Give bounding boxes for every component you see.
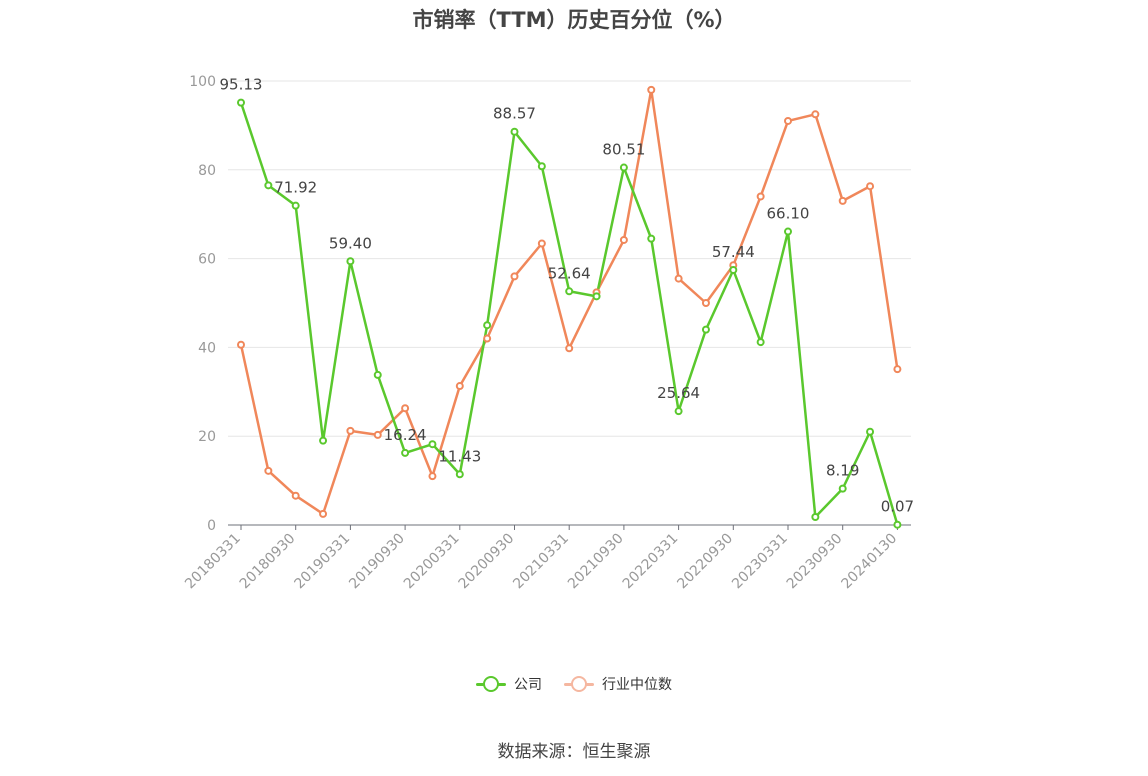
data-point-company[interactable] xyxy=(428,440,437,449)
data-point-industry[interactable] xyxy=(455,382,464,391)
data-point-industry[interactable] xyxy=(537,239,546,248)
x-tick-label: 20220331 xyxy=(620,531,682,593)
legend-label-company: 公司 xyxy=(514,677,542,693)
x-tick-label: 20240130 xyxy=(839,531,901,593)
data-label: 88.57 xyxy=(493,105,536,123)
chart-title: 市销率（TTM）历史百分位（%） xyxy=(412,8,736,32)
data-point-industry[interactable] xyxy=(893,365,902,374)
data-point-company[interactable] xyxy=(483,321,492,330)
data-point-company[interactable] xyxy=(346,257,355,266)
y-tick-label: 100 xyxy=(189,74,216,90)
y-tick-label: 20 xyxy=(198,429,216,445)
data-point-industry[interactable] xyxy=(483,334,492,343)
data-point-company[interactable] xyxy=(592,292,601,301)
data-point-industry[interactable] xyxy=(784,116,792,125)
data-label: 95.13 xyxy=(220,76,263,94)
data-label: 0.07 xyxy=(881,498,914,516)
x-tick-label: 20230331 xyxy=(729,531,791,593)
data-point-company[interactable] xyxy=(291,201,300,210)
legend-item-industry[interactable]: 行业中位数 xyxy=(564,674,672,694)
x-tick-label: 20230930 xyxy=(784,531,846,593)
data-point-industry[interactable] xyxy=(319,509,328,518)
data-points xyxy=(237,85,902,529)
data-label: 52.64 xyxy=(548,264,591,282)
data-point-company[interactable] xyxy=(373,370,382,379)
y-tick-label: 60 xyxy=(198,252,216,268)
data-point-industry[interactable] xyxy=(701,299,710,307)
x-tick-label: 20220930 xyxy=(674,531,736,593)
data-point-company[interactable] xyxy=(619,163,628,172)
data-point-company[interactable] xyxy=(237,98,245,107)
series-lines xyxy=(239,88,899,526)
x-tick-label: 20180930 xyxy=(237,531,299,593)
x-tick-label: 20180331 xyxy=(182,531,244,593)
data-point-company[interactable] xyxy=(784,227,792,236)
data-point-company[interactable] xyxy=(838,484,847,493)
legend: 公司 行业中位数 xyxy=(0,674,1148,694)
data-point-company[interactable] xyxy=(756,338,765,347)
data-label: 8.19 xyxy=(826,462,859,480)
data-point-industry[interactable] xyxy=(811,110,820,119)
x-tick-label: 20200930 xyxy=(456,531,518,593)
data-point-company[interactable] xyxy=(264,181,273,190)
data-point-industry[interactable] xyxy=(647,85,656,94)
axes: 0 20 40 60 80 100 2018033120180930201903312019… xyxy=(182,74,911,592)
data-point-company[interactable] xyxy=(401,448,410,457)
x-tick-label: 20210930 xyxy=(565,531,627,593)
y-tick-label: 80 xyxy=(198,163,216,179)
source-note: 数据来源：恒生聚源 xyxy=(497,742,651,762)
legend-item-company[interactable]: 公司 xyxy=(476,674,542,694)
data-point-company[interactable] xyxy=(565,287,574,296)
data-label: 25.64 xyxy=(657,384,700,402)
grid-lines xyxy=(228,80,911,437)
data-label: 71.92 xyxy=(274,179,317,197)
data-point-industry[interactable] xyxy=(346,426,355,435)
data-point-company[interactable] xyxy=(319,436,328,445)
data-point-industry[interactable] xyxy=(866,182,875,191)
data-label: 16.24 xyxy=(384,426,427,444)
legend-label-industry: 行业中位数 xyxy=(602,677,672,693)
x-tick-label: 20210331 xyxy=(510,531,572,593)
data-point-industry[interactable] xyxy=(428,472,437,481)
data-point-industry[interactable] xyxy=(291,491,300,500)
legend-swatch-industry-icon xyxy=(564,676,594,692)
data-point-industry[interactable] xyxy=(264,466,273,475)
data-label: 57.44 xyxy=(712,243,755,261)
data-point-company[interactable] xyxy=(729,265,738,274)
data-point-industry[interactable] xyxy=(237,340,245,349)
data-point-industry[interactable] xyxy=(756,192,765,201)
x-tick-label: 20190930 xyxy=(346,531,408,593)
data-point-industry[interactable] xyxy=(401,404,410,413)
y-tick-label: 0 xyxy=(207,518,216,534)
data-label: 66.10 xyxy=(767,205,810,223)
data-point-company[interactable] xyxy=(537,162,546,171)
data-point-company[interactable] xyxy=(866,427,875,436)
data-point-company[interactable] xyxy=(893,520,902,529)
data-point-industry[interactable] xyxy=(619,235,628,244)
x-tick-label: 20190331 xyxy=(292,531,354,593)
data-label: 80.51 xyxy=(602,141,645,159)
data-point-company[interactable] xyxy=(674,407,683,416)
series-line-industry xyxy=(239,88,899,516)
data-labels: 95.13 71.92 59.40 16.24 11.43 88.57 52.64 80.51… xyxy=(220,76,915,516)
data-label: 59.40 xyxy=(329,234,372,252)
legend-swatch-company-icon xyxy=(476,676,506,692)
data-point-industry[interactable] xyxy=(838,196,847,205)
data-point-company[interactable] xyxy=(455,470,464,479)
y-tick-label: 40 xyxy=(198,340,216,356)
data-point-industry[interactable] xyxy=(674,274,683,283)
data-point-company[interactable] xyxy=(701,325,710,334)
x-tick-label: 20200331 xyxy=(401,531,463,593)
data-point-company[interactable] xyxy=(811,513,820,522)
data-point-industry[interactable] xyxy=(565,344,574,353)
data-label: 11.43 xyxy=(438,447,481,465)
data-point-industry[interactable] xyxy=(373,430,382,439)
data-point-company[interactable] xyxy=(647,234,656,243)
data-point-company[interactable] xyxy=(510,127,519,136)
data-point-industry[interactable] xyxy=(510,272,519,281)
